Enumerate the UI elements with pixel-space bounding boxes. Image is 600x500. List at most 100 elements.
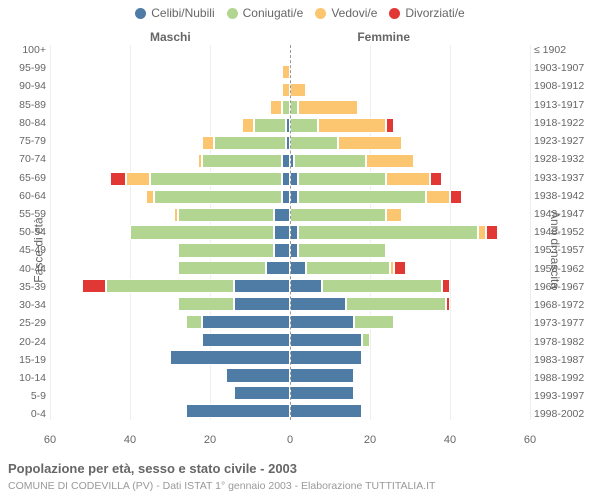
age-tick: 5-9 xyxy=(12,391,46,402)
male-half xyxy=(50,188,290,206)
age-tick: 10-14 xyxy=(12,373,46,384)
bar-segment xyxy=(386,118,394,132)
bar-segment xyxy=(290,243,298,257)
bar-segment xyxy=(290,225,298,239)
female-half xyxy=(290,81,530,99)
male-half xyxy=(50,81,290,99)
bar-segment xyxy=(178,243,274,257)
female-half xyxy=(290,152,530,170)
male-half xyxy=(50,116,290,134)
female-half xyxy=(290,295,530,313)
female-half xyxy=(290,188,530,206)
birth-tick: 1948-1952 xyxy=(534,227,592,238)
male-half xyxy=(50,349,290,367)
legend-item: Vedovi/e xyxy=(315,6,377,20)
bar-segment xyxy=(298,172,386,186)
birth-tick: 1953-1957 xyxy=(534,245,592,256)
bar-segment xyxy=(306,261,390,275)
male-half xyxy=(50,224,290,242)
male-half xyxy=(50,402,290,420)
bar-segment xyxy=(154,190,282,204)
legend: Celibi/NubiliConiugati/eVedovi/eDivorzia… xyxy=(0,0,600,20)
male-half xyxy=(50,206,290,224)
bar-segment xyxy=(442,279,450,293)
age-tick: 35-39 xyxy=(12,282,46,293)
bar-segment xyxy=(290,315,354,329)
bar-segment xyxy=(298,243,386,257)
birth-tick: 1968-1972 xyxy=(534,300,592,311)
bar-segment xyxy=(298,225,478,239)
bar-segment xyxy=(290,386,354,400)
female-half xyxy=(290,241,530,259)
bar-segment xyxy=(282,172,290,186)
age-tick: 55-59 xyxy=(12,209,46,220)
age-tick: 75-79 xyxy=(12,136,46,147)
male-half xyxy=(50,134,290,152)
male-label: Maschi xyxy=(150,30,191,44)
bar-segment xyxy=(450,190,462,204)
bar-segment xyxy=(178,297,234,311)
bar-segment xyxy=(82,279,106,293)
bar-segment xyxy=(346,297,446,311)
female-half xyxy=(290,170,530,188)
birth-tick: 1913-1917 xyxy=(534,100,592,111)
birth-tick: 1928-1932 xyxy=(534,154,592,165)
birth-tick: 1908-1912 xyxy=(534,81,592,92)
bar-segment xyxy=(290,136,338,150)
age-tick: 100+ xyxy=(12,45,46,56)
birth-tick: 1993-1997 xyxy=(534,391,592,402)
bar-segment xyxy=(202,154,282,168)
birth-tick: 1983-1987 xyxy=(534,355,592,366)
bar-segment xyxy=(298,100,358,114)
female-half xyxy=(290,63,530,81)
male-half xyxy=(50,277,290,295)
legend-label: Celibi/Nubili xyxy=(151,6,214,20)
age-tick: 80-84 xyxy=(12,118,46,129)
bar-segment xyxy=(322,279,442,293)
birth-tick: 1958-1962 xyxy=(534,264,592,275)
bar-segment xyxy=(290,333,362,347)
bar-segment xyxy=(130,225,274,239)
birth-tick: 1973-1977 xyxy=(534,318,592,329)
x-tick: 20 xyxy=(204,434,216,446)
legend-swatch xyxy=(135,8,146,19)
plot-area: 100+95-9990-9485-8980-8475-7970-7465-696… xyxy=(50,45,530,420)
birth-tick: 1943-1947 xyxy=(534,209,592,220)
female-half xyxy=(290,313,530,331)
x-tick: 40 xyxy=(124,434,136,446)
bar-segment xyxy=(298,190,426,204)
female-half xyxy=(290,366,530,384)
female-half xyxy=(290,134,530,152)
female-half xyxy=(290,277,530,295)
bar-segment xyxy=(478,225,486,239)
male-half xyxy=(50,331,290,349)
bar-segment xyxy=(430,172,442,186)
bar-segment xyxy=(290,190,298,204)
bar-segment xyxy=(386,172,430,186)
female-half xyxy=(290,206,530,224)
bar-segment xyxy=(242,118,254,132)
birth-tick: 1938-1942 xyxy=(534,191,592,202)
age-tick: 40-44 xyxy=(12,264,46,275)
male-half xyxy=(50,366,290,384)
male-half xyxy=(50,63,290,81)
legend-swatch xyxy=(389,8,400,19)
x-tick: 20 xyxy=(364,434,376,446)
bar-segment xyxy=(186,315,202,329)
bar-segment xyxy=(290,368,354,382)
female-half xyxy=(290,99,530,117)
male-half xyxy=(50,152,290,170)
bar-segment xyxy=(290,208,386,222)
bar-segment xyxy=(214,136,286,150)
male-half xyxy=(50,45,290,63)
male-half xyxy=(50,170,290,188)
bar-segment xyxy=(426,190,450,204)
bar-segment xyxy=(446,297,450,311)
birth-tick: 1998-2002 xyxy=(534,409,592,420)
bar-segment xyxy=(234,297,290,311)
age-tick: 30-34 xyxy=(12,300,46,311)
female-half xyxy=(290,384,530,402)
x-tick: 60 xyxy=(524,434,536,446)
male-half xyxy=(50,384,290,402)
age-tick: 65-69 xyxy=(12,173,46,184)
